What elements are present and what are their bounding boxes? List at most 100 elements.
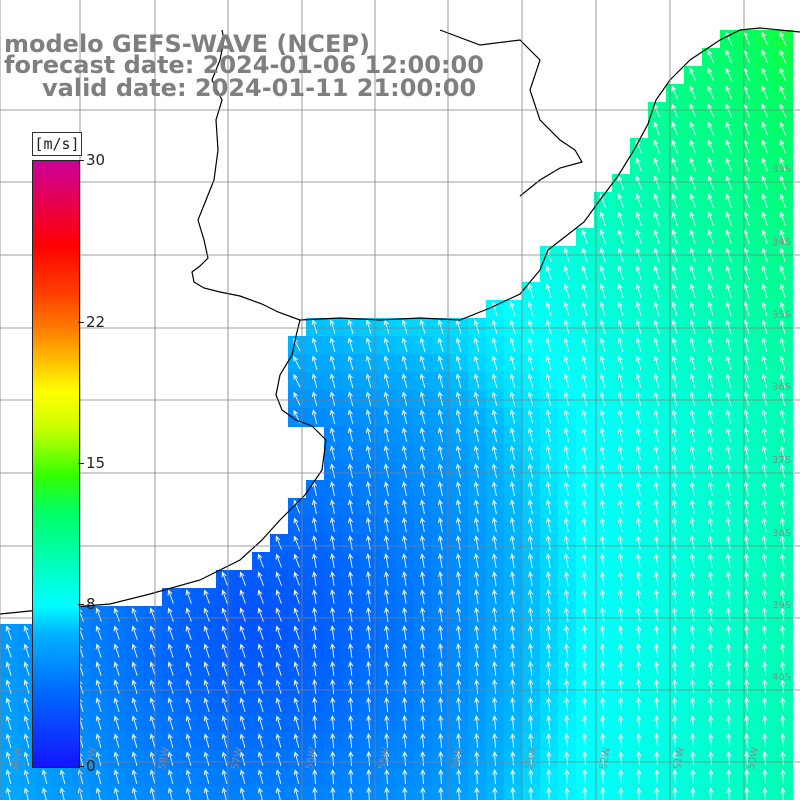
wind-arrow [384,768,390,785]
wind-arrow [600,643,606,658]
wind-arrow [689,175,696,190]
wind-arrow [635,265,642,280]
wind-arrow [725,553,732,568]
wind-arrow [275,625,282,640]
wind-arrow [762,678,768,695]
wind-arrow [653,409,660,424]
wind-arrow [546,768,552,785]
wind-arrow [689,301,696,316]
wind-arrow [293,373,301,388]
wind-arrow [275,715,282,730]
wind-speed-cell [522,768,541,787]
wind-arrow [743,535,750,550]
wind-speed-cell [396,786,415,800]
wind-arrow [437,319,444,334]
wind-arrow [113,643,120,658]
wind-arrow [618,750,624,767]
wind-arrow [600,625,606,640]
wind-arrow [366,714,372,731]
wind-arrow [564,750,570,767]
wind-speed-cell [558,786,577,800]
wind-arrow [653,283,660,298]
wind-arrow [618,714,624,731]
wind-arrow [779,355,786,370]
wind-arrow [456,643,462,658]
wind-speed-cell [414,732,433,751]
wind-arrow [438,625,444,640]
wind-arrow [743,355,750,370]
wind-arrow [528,643,534,658]
wind-arrow [582,678,588,695]
wind-arrow [366,732,372,749]
wind-arrow [744,589,750,604]
wind-arrow [635,481,641,496]
wind-arrow [617,517,624,532]
wind-speed-cell [504,732,523,751]
wind-arrow [635,211,642,226]
wind-arrow [617,535,624,550]
wind-arrow [599,211,606,226]
wind-speed-cell [450,750,469,769]
wind-arrow [779,229,786,244]
wind-arrow [456,678,462,695]
wind-arrow [420,589,426,604]
wind-arrow [473,445,480,460]
wind-arrow [725,139,733,154]
wind-arrow [653,355,660,370]
wind-arrow [743,265,750,280]
wind-arrow [419,373,426,388]
wind-arrow [527,355,534,370]
wind-arrow [221,769,228,784]
wind-arrow [509,427,516,442]
wind-arrow [5,625,12,640]
wind-arrow [402,589,408,604]
wind-arrow [203,643,210,658]
wind-speed-cell [720,750,739,769]
wind-arrow [527,319,534,334]
wind-arrow [492,643,498,658]
wind-arrow [420,643,426,658]
wind-arrow [617,463,623,478]
wind-arrow [311,355,318,370]
wind-arrow [311,319,318,334]
wind-arrow [366,660,372,677]
wind-arrow [708,625,714,640]
wind-speed-cell [432,768,451,787]
wind-arrow [527,373,534,388]
wind-arrow [383,535,390,550]
wind-speed-cell [684,732,703,751]
wind-arrow [293,661,300,676]
wind-arrow [167,715,174,730]
wind-arrow [437,373,444,388]
wind-arrow [635,445,642,460]
wind-arrow [527,481,533,496]
wind-arrow [149,643,156,658]
wind-arrow [761,265,768,280]
wind-arrow [420,696,426,713]
wind-arrow [456,732,462,749]
wind-arrow [23,679,30,694]
wind-arrow [761,391,768,406]
wind-arrow [257,571,264,586]
wind-arrow [599,463,605,478]
wind-arrow [672,660,678,677]
wind-arrow [546,732,552,749]
wind-arrow [761,283,768,298]
wind-arrow [743,463,749,478]
wind-arrow [653,265,660,280]
wind-arrow [707,229,714,244]
wind-arrow [131,607,138,622]
wind-arrow [761,409,768,424]
colorbar-unit: [m/s] [32,132,82,156]
wind-speed-cell [324,750,343,769]
wind-arrow [474,750,480,767]
wind-arrow [474,696,480,713]
wind-arrow [509,535,516,550]
wind-arrow [636,750,642,767]
wind-speed-cell [306,732,325,751]
wind-arrow [725,535,732,550]
wind-arrow [257,625,264,640]
wind-speed-cell [450,786,469,800]
wind-arrow [707,139,715,154]
